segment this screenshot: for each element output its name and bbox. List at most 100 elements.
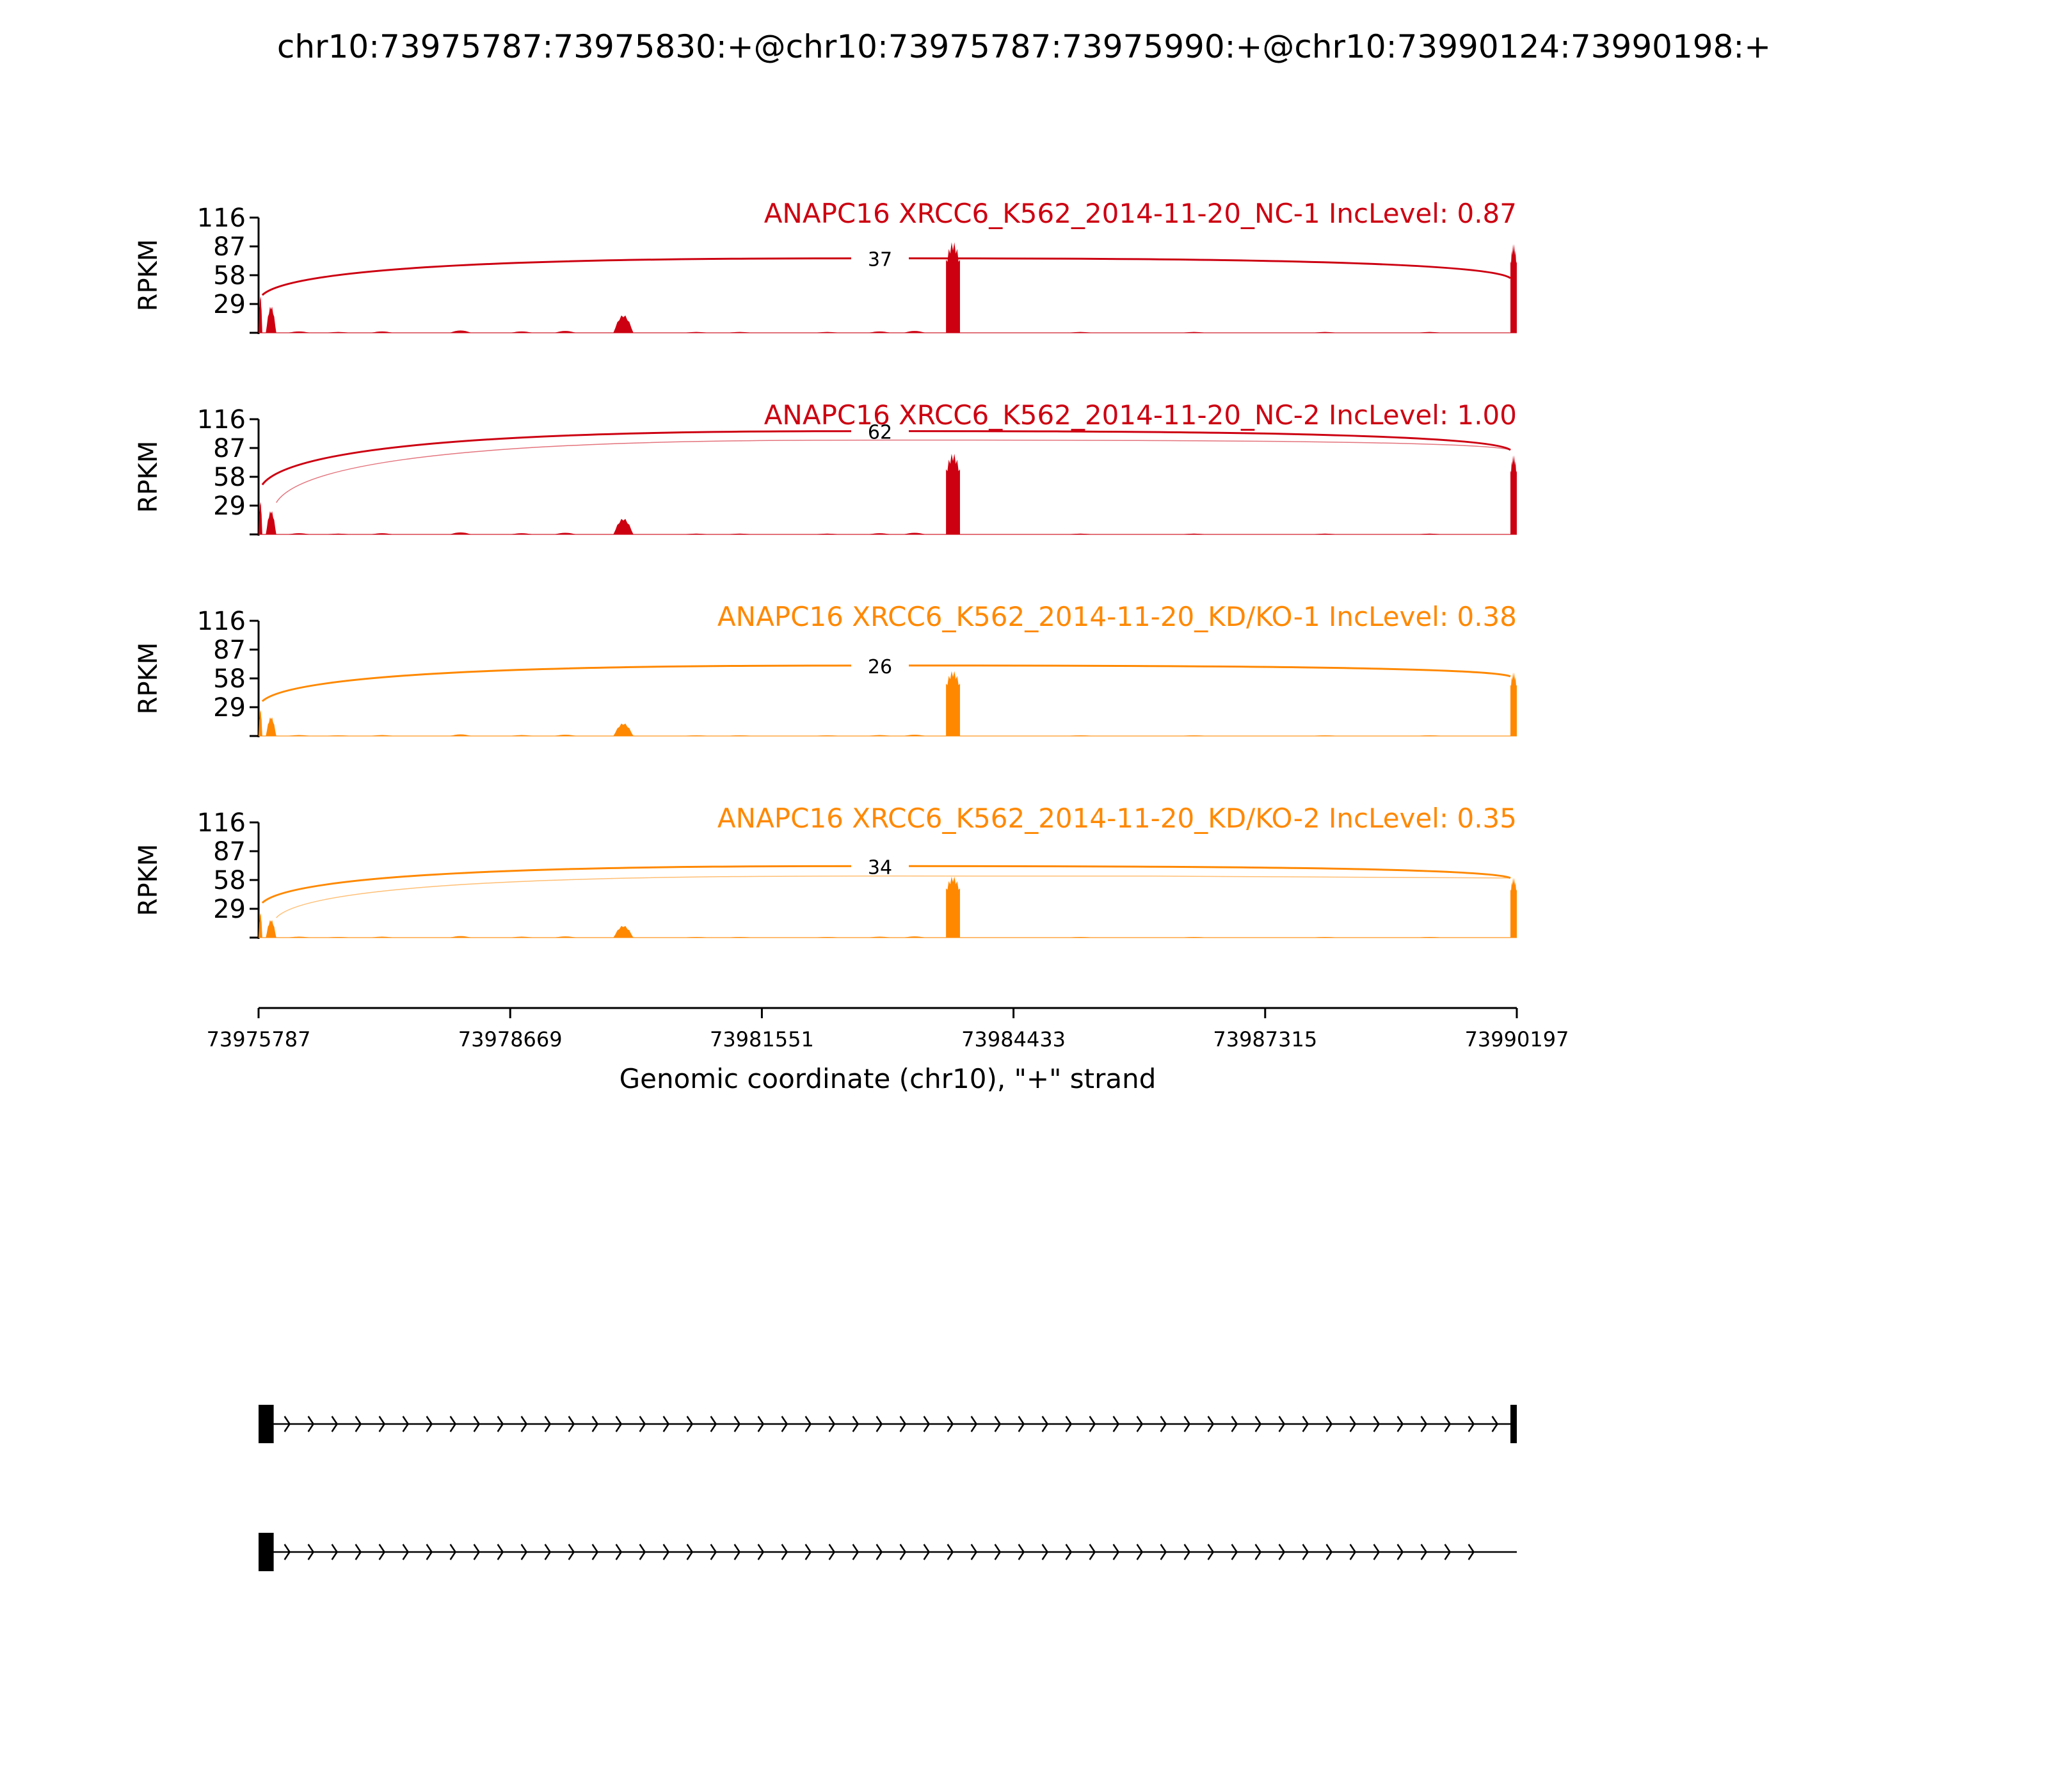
- strand-arrow: [1207, 1544, 1215, 1560]
- strand-arrow: [1018, 1544, 1025, 1560]
- strand-arrow: [544, 1544, 552, 1560]
- coverage-bump: [371, 735, 392, 736]
- strand-arrow: [1373, 1544, 1380, 1560]
- coverage-bump: [730, 937, 751, 938]
- strand-arrow: [473, 1544, 481, 1560]
- coverage-bump: [817, 735, 838, 736]
- strand-arrow: [994, 1544, 1002, 1560]
- strand-arrow: [1444, 1416, 1452, 1432]
- strand-arrow: [1325, 1544, 1333, 1560]
- coverage-peak: [613, 518, 634, 534]
- coverage-bump: [328, 735, 349, 736]
- strand-arrow: [1420, 1544, 1428, 1560]
- junction-count-bg: [851, 852, 909, 881]
- coverage-bump: [904, 734, 925, 736]
- coverage-peak: [946, 454, 960, 534]
- strand-arrow: [1349, 1544, 1357, 1560]
- y-tick-label: 58: [213, 463, 246, 492]
- coverage-peak: [1510, 877, 1517, 938]
- coverage-bump: [1070, 735, 1091, 736]
- strand-arrow: [1183, 1416, 1191, 1432]
- strand-arrow: [1325, 1416, 1333, 1432]
- coverage-bump: [817, 937, 838, 938]
- strand-arrow: [710, 1544, 717, 1560]
- coverage-bump: [511, 331, 532, 333]
- strand-arrow: [307, 1544, 315, 1560]
- strand-arrow: [1160, 1416, 1167, 1432]
- strand-arrow: [1444, 1544, 1452, 1560]
- strand-arrow: [378, 1416, 386, 1432]
- y-tick-label: 116: [197, 204, 246, 233]
- coverage-peak: [266, 920, 276, 938]
- strand-arrow: [402, 1544, 410, 1560]
- strand-arrow: [947, 1416, 954, 1432]
- strand-arrow: [1491, 1416, 1499, 1432]
- junction-count: 34: [868, 856, 892, 879]
- coverage-bump: [511, 735, 532, 736]
- junction-arc: [276, 876, 1511, 918]
- strand-arrow: [1373, 1416, 1380, 1432]
- strand-arrow: [1089, 1416, 1096, 1432]
- coverage-peak: [613, 723, 634, 736]
- coverage-bump: [869, 331, 890, 333]
- strand-arrow: [1349, 1416, 1357, 1432]
- x-tick-label: 73987315: [1213, 1027, 1317, 1052]
- strand-arrow: [378, 1544, 386, 1560]
- strand-arrow: [1089, 1544, 1096, 1560]
- strand-arrow: [284, 1544, 291, 1560]
- coverage-bump: [450, 936, 471, 938]
- coverage-bump: [685, 332, 707, 333]
- strand-arrow: [473, 1416, 481, 1432]
- strand-arrow: [804, 1544, 812, 1560]
- coverage-bump: [1419, 937, 1440, 938]
- coverage-peak: [259, 502, 262, 534]
- y-tick-label: 29: [213, 895, 246, 924]
- coverage-peak: [266, 307, 276, 333]
- y-tick-label: 58: [213, 866, 246, 895]
- strand-arrow: [876, 1544, 883, 1560]
- coverage-bump: [1183, 937, 1204, 938]
- strand-arrow: [1302, 1416, 1309, 1432]
- strand-arrow: [1302, 1544, 1309, 1560]
- coverage-bump: [289, 331, 310, 333]
- coverage-bump: [730, 332, 751, 333]
- strand-arrow: [923, 1544, 931, 1560]
- strand-arrow: [1231, 1416, 1238, 1432]
- x-tick-label: 73990197: [1465, 1027, 1569, 1052]
- exon-block: [259, 1405, 274, 1443]
- coverage-bump: [685, 735, 707, 736]
- strand-arrow: [947, 1544, 954, 1560]
- strand-arrow: [686, 1544, 694, 1560]
- coverage-bump: [555, 734, 576, 736]
- strand-arrow: [1018, 1416, 1025, 1432]
- strand-arrow: [520, 1544, 528, 1560]
- coverage-bump: [371, 533, 392, 534]
- strand-arrow: [970, 1416, 978, 1432]
- strand-arrow: [591, 1544, 599, 1560]
- strand-arrow: [1396, 1416, 1404, 1432]
- strand-arrow: [449, 1416, 457, 1432]
- coverage-bump: [1183, 332, 1204, 333]
- strand-arrow: [1396, 1544, 1404, 1560]
- strand-arrow: [757, 1544, 765, 1560]
- coverage-bump: [328, 937, 349, 938]
- coverage-bump: [869, 533, 890, 534]
- strand-arrow: [852, 1416, 860, 1432]
- junction-arc: [276, 439, 1511, 503]
- strand-arrow: [497, 1544, 504, 1560]
- coverage-bump: [869, 936, 890, 938]
- strand-arrow: [1160, 1544, 1167, 1560]
- strand-arrow: [686, 1416, 694, 1432]
- coverage-bump: [328, 332, 349, 333]
- exon-block: [1510, 1405, 1517, 1443]
- track-label: ANAPC16 XRCC6_K562_2014-11-20_NC-1 IncLe…: [764, 198, 1517, 229]
- coverage-bump: [817, 332, 838, 333]
- y-tick-label: 116: [197, 808, 246, 838]
- strand-arrow: [1468, 1544, 1475, 1560]
- y-axis-label: RPKM: [134, 239, 163, 312]
- coverage-peak: [946, 242, 960, 333]
- strand-arrow: [426, 1416, 433, 1432]
- coverage-bump: [555, 331, 576, 333]
